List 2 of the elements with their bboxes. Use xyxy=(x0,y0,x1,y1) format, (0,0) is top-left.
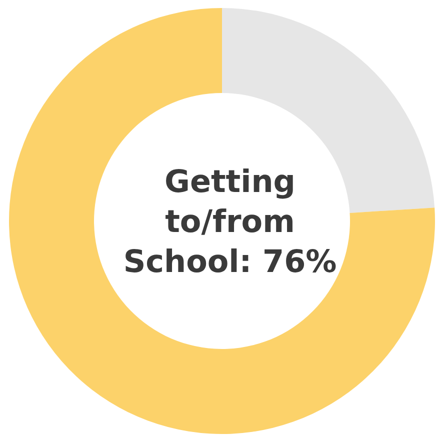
donut-slice xyxy=(9,8,435,434)
text: Getting to/from School: 76% xyxy=(123,164,337,280)
